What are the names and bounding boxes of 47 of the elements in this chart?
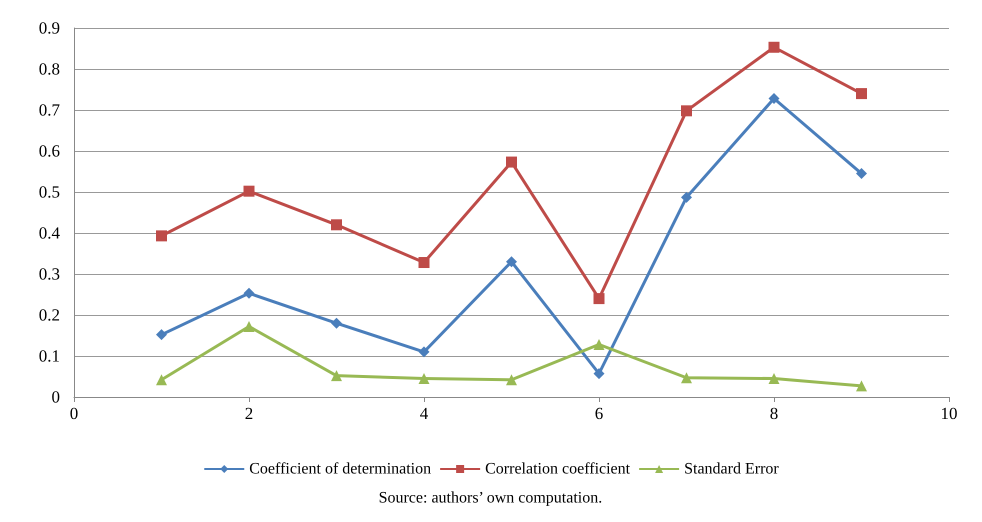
y-tick-label: 0.2 [38, 306, 60, 324]
point [331, 219, 342, 230]
x-tick-label: 6 [594, 404, 604, 423]
point [681, 372, 692, 384]
y-tick-label: 0.5 [38, 182, 60, 202]
point [244, 288, 254, 299]
x-tick-label: 0 [70, 404, 78, 423]
point [681, 192, 692, 203]
y-tick-label: 0.4 [38, 224, 60, 242]
y-tick-label: 0.7 [38, 100, 60, 120]
point [856, 88, 867, 100]
x-tick-label: 2 [244, 404, 254, 423]
point [244, 186, 254, 197]
source-note: Source: authors’ own computation. [378, 490, 602, 506]
point [768, 93, 780, 104]
y-tick-label: 0.9 [38, 18, 60, 38]
point [156, 230, 167, 242]
x-tick-label: 8 [770, 404, 778, 423]
legend-label: Standard Error [684, 460, 780, 478]
point [156, 374, 167, 386]
y-tick-label: 0.6 [38, 142, 60, 160]
point [506, 374, 517, 386]
legend-label: Coefficient of determination [249, 460, 432, 478]
y-tick-label: 0.1 [38, 346, 60, 366]
point [244, 320, 254, 332]
point [856, 168, 867, 180]
point [331, 370, 342, 382]
point [594, 339, 604, 350]
point [418, 257, 430, 268]
x-tick-label: 10 [940, 404, 958, 423]
point [856, 380, 867, 392]
point [331, 318, 342, 329]
point [768, 373, 780, 384]
point [156, 329, 167, 340]
point [681, 105, 692, 116]
legend-label: Correlation coefficient [485, 460, 631, 478]
x-tick-label: 4 [420, 404, 429, 423]
point [418, 346, 430, 358]
y-tick-label: 0.3 [38, 264, 60, 284]
point [768, 42, 780, 53]
point [506, 256, 517, 268]
point [506, 156, 517, 168]
y-tick-label: 0.8 [38, 60, 60, 78]
y-tick-label: 0 [52, 388, 60, 406]
point [594, 293, 604, 304]
point [418, 373, 430, 384]
point [594, 368, 604, 380]
